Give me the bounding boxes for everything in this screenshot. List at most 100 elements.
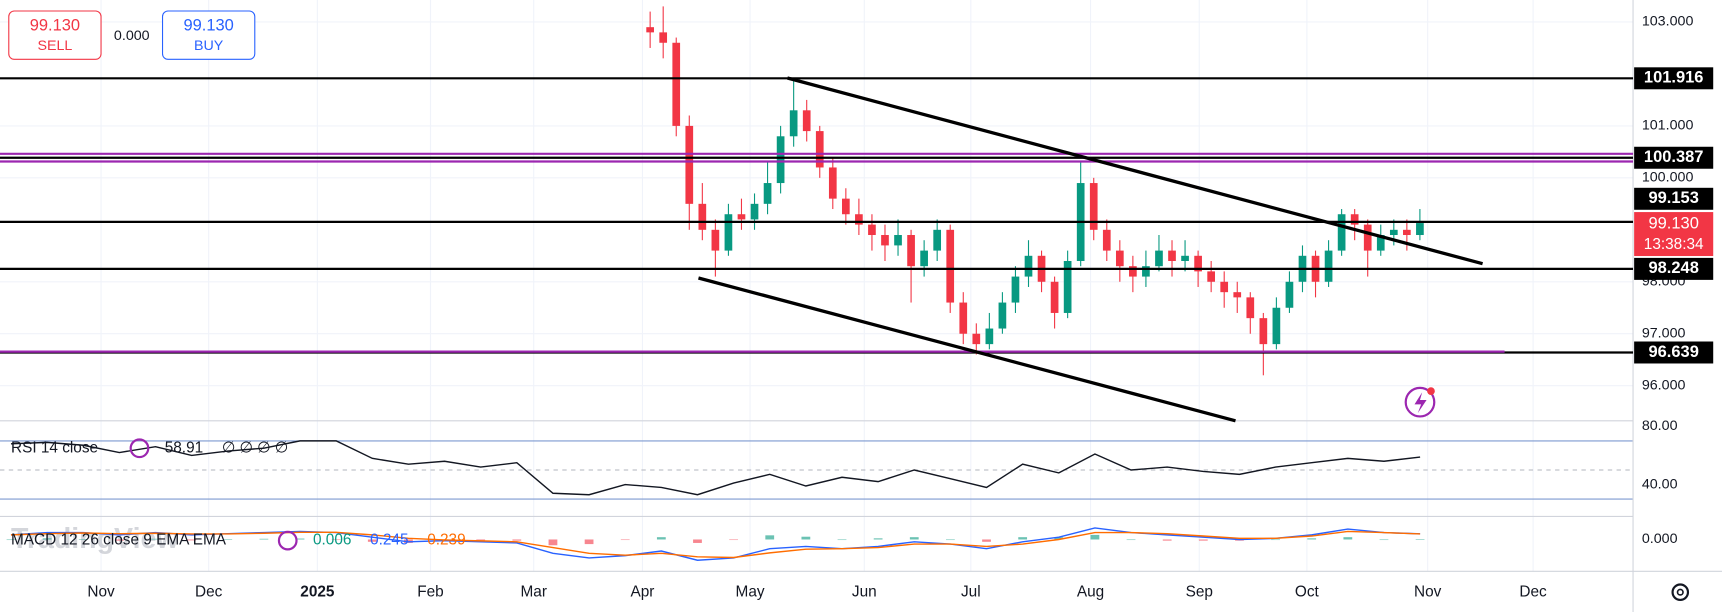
candle-body [789,110,798,137]
last-price-label: 99.130 [1648,215,1698,233]
settings-icon-core [1676,588,1684,596]
macd-histogram-bar [946,539,955,541]
macd-legend[interactable]: MACD 12 26 close 9 EMA EMA [11,532,227,549]
rsi-tick-label: 40.00 [1642,476,1678,492]
macd-histogram-bar [42,538,52,540]
candle-body [1194,255,1202,272]
spread: 0.000 [114,28,150,44]
candle-body [946,229,955,303]
candle-body [1102,229,1111,251]
candle-body [1416,223,1424,236]
candle-body [1220,281,1229,293]
macd-histogram-bar [1271,539,1280,541]
candle-body [1050,281,1059,313]
candle-body [646,27,654,33]
macd-histogram-bar [223,539,233,540]
level-label-box [1634,187,1714,210]
indicator-icon[interactable] [277,530,298,551]
macd-histogram-bar [1415,539,1425,540]
buy-label[interactable]: BUY [194,38,224,54]
macd-histogram-bar [295,538,305,540]
candle-body [711,229,720,251]
time-tick-label: Jul [961,583,981,600]
candle-body [1142,266,1150,277]
candle-body [698,203,707,230]
time-tick-label: Sep [1186,583,1213,600]
macd-histogram-bar [6,539,16,541]
time-tick-label: 2025 [300,583,335,600]
macd-histogram-bar [1379,539,1389,541]
y-tick-label: 96.000 [1642,377,1686,393]
candle-body [672,42,681,126]
signal-value: 0.239 [427,532,465,549]
candle-body [685,125,694,204]
candle-body [842,198,850,215]
macd-histogram-bar [1198,539,1208,541]
candle-body [1063,260,1072,313]
time-tick-label: Apr [631,583,655,600]
countdown: 13:38:34 [1644,236,1704,253]
y-tick-label: 97.000 [1642,325,1686,341]
macd-histogram-bar [584,539,594,545]
macd-histogram-bar [78,539,88,540]
candle-body [802,110,811,132]
candle-body [998,302,1007,329]
candle-body [1168,250,1176,261]
rsi-legend[interactable]: RSI 14 close [11,439,98,456]
macd-histogram-bar [476,539,486,541]
buy-button[interactable] [161,10,256,60]
settings-icon[interactable] [1671,583,1690,602]
candle-body [1024,255,1033,277]
level-label: 100.387 [1644,148,1704,166]
macd-histogram-bar [259,538,269,540]
macd-histogram-bar [873,538,883,540]
macd-tick-label: 0.000 [1642,531,1678,547]
candle-body [750,203,759,220]
candle-body [1376,235,1385,251]
macd-histogram-bar [1054,537,1064,540]
candle-body [1337,214,1346,251]
indicator-icon[interactable] [129,438,150,459]
last-price-box [1634,212,1714,257]
macd-histogram-bar [837,539,847,541]
candle-body [1272,307,1281,345]
candle-body [1155,250,1163,267]
macd-histogram-bar [693,539,702,543]
trend-line [698,276,1236,423]
level-label-box [1634,146,1714,169]
buy-price[interactable]: 99.130 [183,17,233,35]
time-tick-label: Oct [1295,583,1320,600]
macd-histogram-bar [151,538,160,540]
candle-body [933,229,942,251]
rsi-tick-label: 80.00 [1642,418,1678,434]
time-tick-label: Nov [87,583,115,600]
candle-body [776,136,785,184]
candle-body [815,131,824,168]
macd-histogram-bar [801,536,811,540]
level-label-box [1634,67,1714,90]
sell-price[interactable]: 99.130 [30,17,80,35]
level-label-box [1634,257,1714,280]
time-tick-label: Feb [417,583,443,600]
sell-label[interactable]: SELL [37,38,72,54]
macd-histogram-bar [909,537,919,540]
candle-body [1350,214,1359,225]
candle-body [1011,276,1020,303]
grid [0,0,1634,572]
alert-dot [1427,387,1435,395]
sell-button[interactable] [8,10,102,60]
trend-line [786,76,1484,266]
candle-body [1259,318,1268,345]
macd-histogram-bar [1090,534,1100,540]
macd-histogram-bar [331,539,341,541]
candle-body [1389,229,1398,236]
macd-histogram-bar [512,539,522,541]
candle-body [1363,224,1372,251]
macd-histogram-bar [1307,538,1317,540]
candle-body [985,328,994,345]
candle-body [1285,281,1294,308]
y-tick-label: 103.000 [1642,14,1694,30]
candle-body [1115,250,1124,267]
candle-body [1181,255,1189,261]
level-label: 99.153 [1648,189,1698,207]
